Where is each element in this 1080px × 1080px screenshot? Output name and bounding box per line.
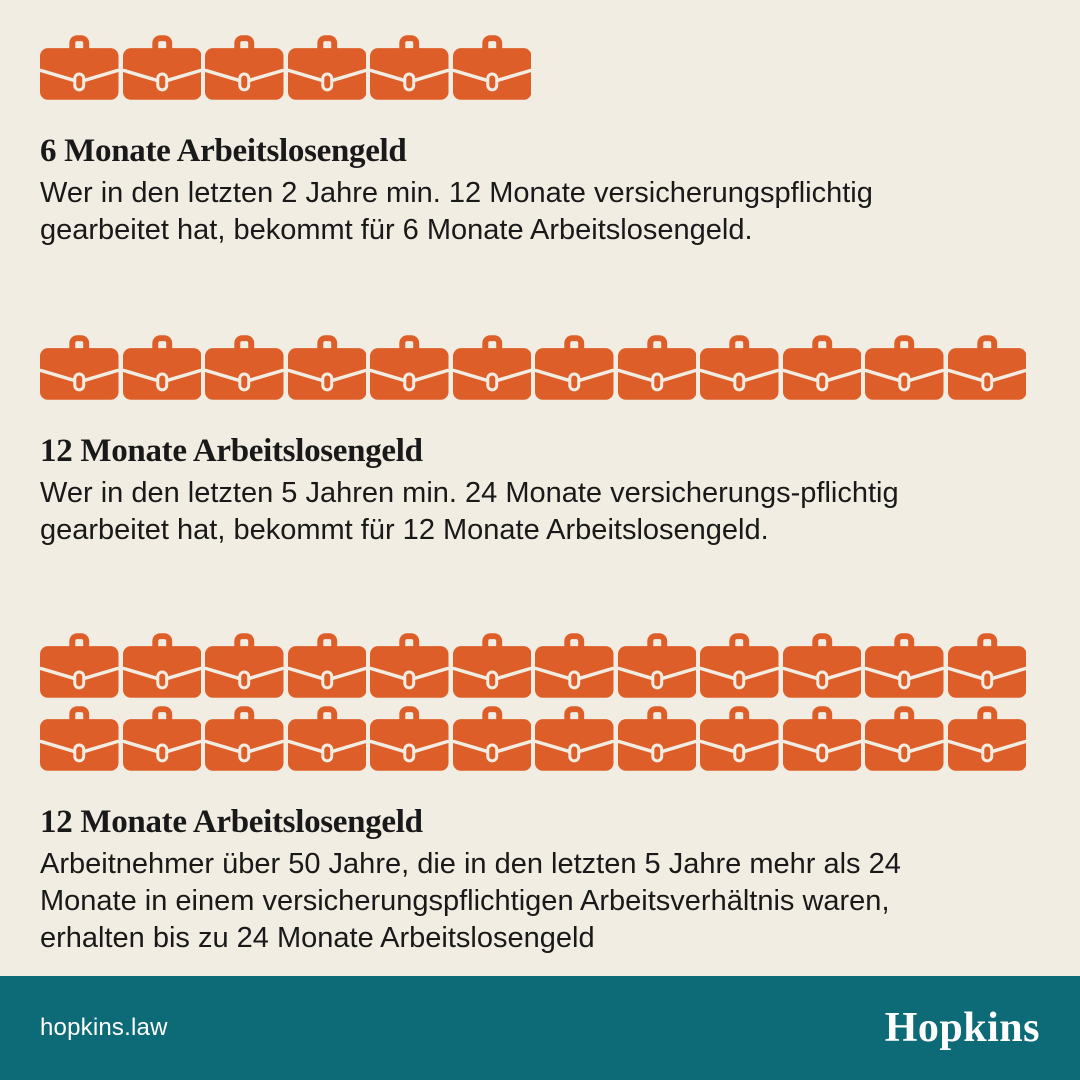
body-line: Arbeitnehmer über 50 Jahre, die in den l…: [40, 848, 901, 880]
briefcase-icon: [865, 706, 944, 771]
briefcase-icon: [947, 633, 1026, 698]
briefcase-icon: [700, 706, 779, 771]
section-heading: 6 Monate Arbeitslosengeld: [40, 133, 407, 169]
brand-logo: Hopkins: [884, 1005, 1040, 1051]
briefcase-icon: [205, 35, 284, 100]
section-6-months: 6 Monate Arbeitslosengeld Wer in den let…: [40, 0, 1040, 249]
briefcase-icon: [865, 633, 944, 698]
content-area: 6 Monate Arbeitslosengeld Wer in den let…: [40, 0, 1040, 957]
briefcase-icon: [122, 335, 201, 400]
section-12-months: 12 Monate Arbeitslosengeld Wer in den le…: [40, 249, 1040, 549]
body-line: gearbeitet hat, bekommt für 12 Monate Ar…: [40, 514, 769, 546]
pictogram-row: [40, 633, 1040, 698]
briefcase-icon: [782, 633, 861, 698]
briefcase-icon: [452, 335, 531, 400]
briefcase-icon: [370, 35, 449, 100]
briefcase-icon: [122, 706, 201, 771]
briefcase-icon: [947, 706, 1026, 771]
briefcase-icon: [287, 633, 366, 698]
body-line: Wer in den letzten 5 Jahren min. 24 Mona…: [40, 477, 899, 509]
briefcase-icon: [40, 633, 119, 698]
pictogram-24-months: [40, 549, 1040, 771]
section-24-months: 12 Monate Arbeitslosengeld Arbeitnehmer …: [40, 549, 1040, 957]
briefcase-icon: [122, 633, 201, 698]
briefcase-icon: [617, 706, 696, 771]
briefcase-icon: [40, 35, 119, 100]
briefcase-icon: [617, 335, 696, 400]
pictogram-12-months: [40, 249, 1040, 400]
pictogram-row: [40, 335, 1040, 400]
briefcase-icon: [287, 335, 366, 400]
briefcase-icon: [865, 335, 944, 400]
briefcase-icon: [370, 335, 449, 400]
briefcase-icon: [452, 633, 531, 698]
briefcase-icon: [287, 706, 366, 771]
pictogram-row: [40, 35, 1040, 100]
briefcase-icon: [370, 633, 449, 698]
briefcase-icon: [287, 35, 366, 100]
briefcase-icon: [700, 335, 779, 400]
briefcase-icon: [947, 335, 1026, 400]
briefcase-icon: [617, 633, 696, 698]
section-body: Wer in den letzten 5 Jahren min. 24 Mona…: [40, 475, 1040, 549]
section-heading: 12 Monate Arbeitslosengeld: [40, 433, 423, 469]
briefcase-icon: [700, 633, 779, 698]
briefcase-icon: [535, 706, 614, 771]
pictogram-row: [40, 706, 1040, 771]
briefcase-icon: [782, 335, 861, 400]
body-line: Wer in den letzten 2 Jahre min. 12 Monat…: [40, 177, 873, 209]
website-label: hopkins.law: [40, 1014, 168, 1041]
briefcase-icon: [122, 35, 201, 100]
body-line: Monate in einem versicherungspflichtigen…: [40, 885, 890, 917]
briefcase-icon: [40, 335, 119, 400]
briefcase-icon: [205, 633, 284, 698]
briefcase-icon: [535, 335, 614, 400]
briefcase-icon: [205, 335, 284, 400]
section-heading: 12 Monate Arbeitslosengeld: [40, 804, 423, 840]
briefcase-icon: [782, 706, 861, 771]
body-line: erhalten bis zu 24 Monate Arbeitslosenge…: [40, 922, 595, 954]
briefcase-icon: [40, 706, 119, 771]
briefcase-icon: [535, 633, 614, 698]
briefcase-icon: [452, 35, 531, 100]
briefcase-icon: [370, 706, 449, 771]
briefcase-icon: [205, 706, 284, 771]
briefcase-icon: [452, 706, 531, 771]
body-line: gearbeitet hat, bekommt für 6 Monate Arb…: [40, 214, 753, 246]
section-body: Arbeitnehmer über 50 Jahre, die in den l…: [40, 846, 1040, 957]
section-body: Wer in den letzten 2 Jahre min. 12 Monat…: [40, 175, 1040, 249]
pictogram-6-months: [40, 0, 1040, 100]
footer-bar: hopkins.law Hopkins: [0, 976, 1080, 1080]
